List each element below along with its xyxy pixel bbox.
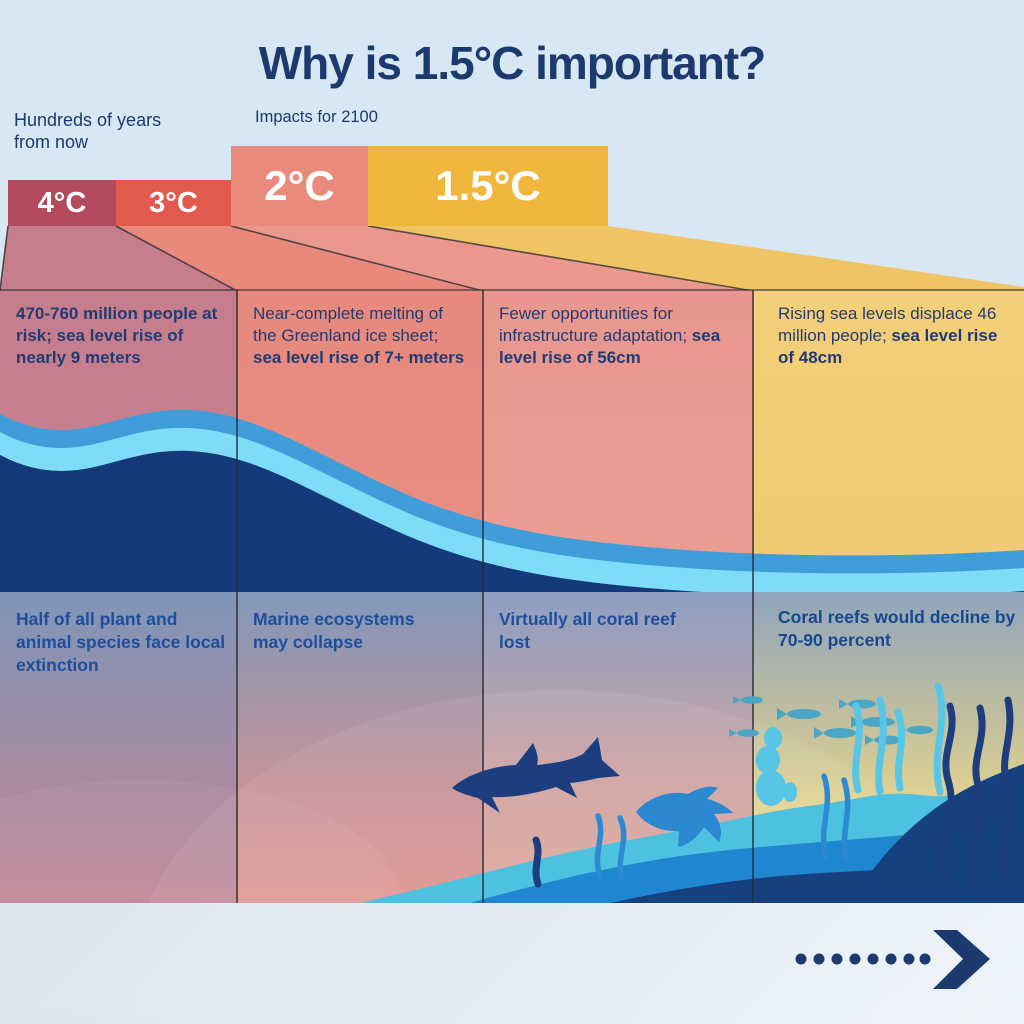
impact-2c-bold: sea level rise of 56cm — [499, 326, 721, 368]
impact-1-5c: Rising sea levels displace 46 million pe… — [778, 303, 1008, 369]
header-3c-label: 3°C — [149, 186, 198, 219]
header-4c-label: 4°C — [37, 186, 87, 219]
impact-1-5c-bold: sea level rise of 48cm — [778, 326, 998, 368]
column-top-border — [0, 289, 1024, 291]
impact-3c-bold: sea level rise of 7+ meters — [253, 348, 465, 368]
header-1-5c: 1.5°C — [368, 146, 608, 226]
marine-impact-1-5c: Coral reefs would decline by 70-90 perce… — [778, 607, 1016, 650]
impact-2c: Fewer opportunities for infrastructure a… — [499, 303, 737, 369]
header-4c: 4°C — [8, 180, 116, 226]
marine-impact-3c: Marine ecosystems may collapse — [253, 609, 415, 652]
column-1-5c-upper — [753, 290, 1024, 592]
divider-3c-2c — [482, 290, 484, 903]
impact-3c-text: Near-complete melting of the Greenland i… — [253, 304, 443, 346]
shark-icon — [452, 737, 620, 813]
coral-reef-icon — [532, 682, 1014, 888]
impact-2c-text: Fewer opportunities for infrastructure a… — [499, 304, 692, 346]
underwater-3c — [237, 592, 483, 903]
page-title: Why is 1.5°C important? — [258, 37, 767, 89]
marine-impact-2c: Virtually all coral reef lost — [499, 609, 676, 652]
marine-impact-4c: Half of all plant and animal species fac… — [16, 609, 226, 675]
impact-1-5c-text: Rising sea levels displace 46 million pe… — [778, 304, 997, 346]
divider-2c-1-5c — [752, 290, 754, 903]
impact-4c: 470-760 million people at risk; sea leve… — [16, 303, 221, 369]
divider-4c-3c — [236, 290, 238, 903]
header-3c: 3°C — [116, 180, 231, 226]
underwater-4c — [0, 592, 237, 903]
impact-4c-bold: 470-760 million people at risk; sea leve… — [16, 304, 218, 368]
header-2c-label: 2°C — [264, 162, 335, 209]
impacts-note: Impacts for 2100 — [255, 108, 378, 126]
header-1-5c-label: 1.5°C — [435, 162, 541, 209]
header-2c: 2°C — [231, 146, 368, 226]
timescale-note: Hundreds of years from now — [14, 110, 162, 152]
next-arrow-icon[interactable] — [795, 930, 991, 989]
fish-icon — [636, 786, 733, 847]
impact-3c: Near-complete melting of the Greenland i… — [253, 303, 467, 369]
